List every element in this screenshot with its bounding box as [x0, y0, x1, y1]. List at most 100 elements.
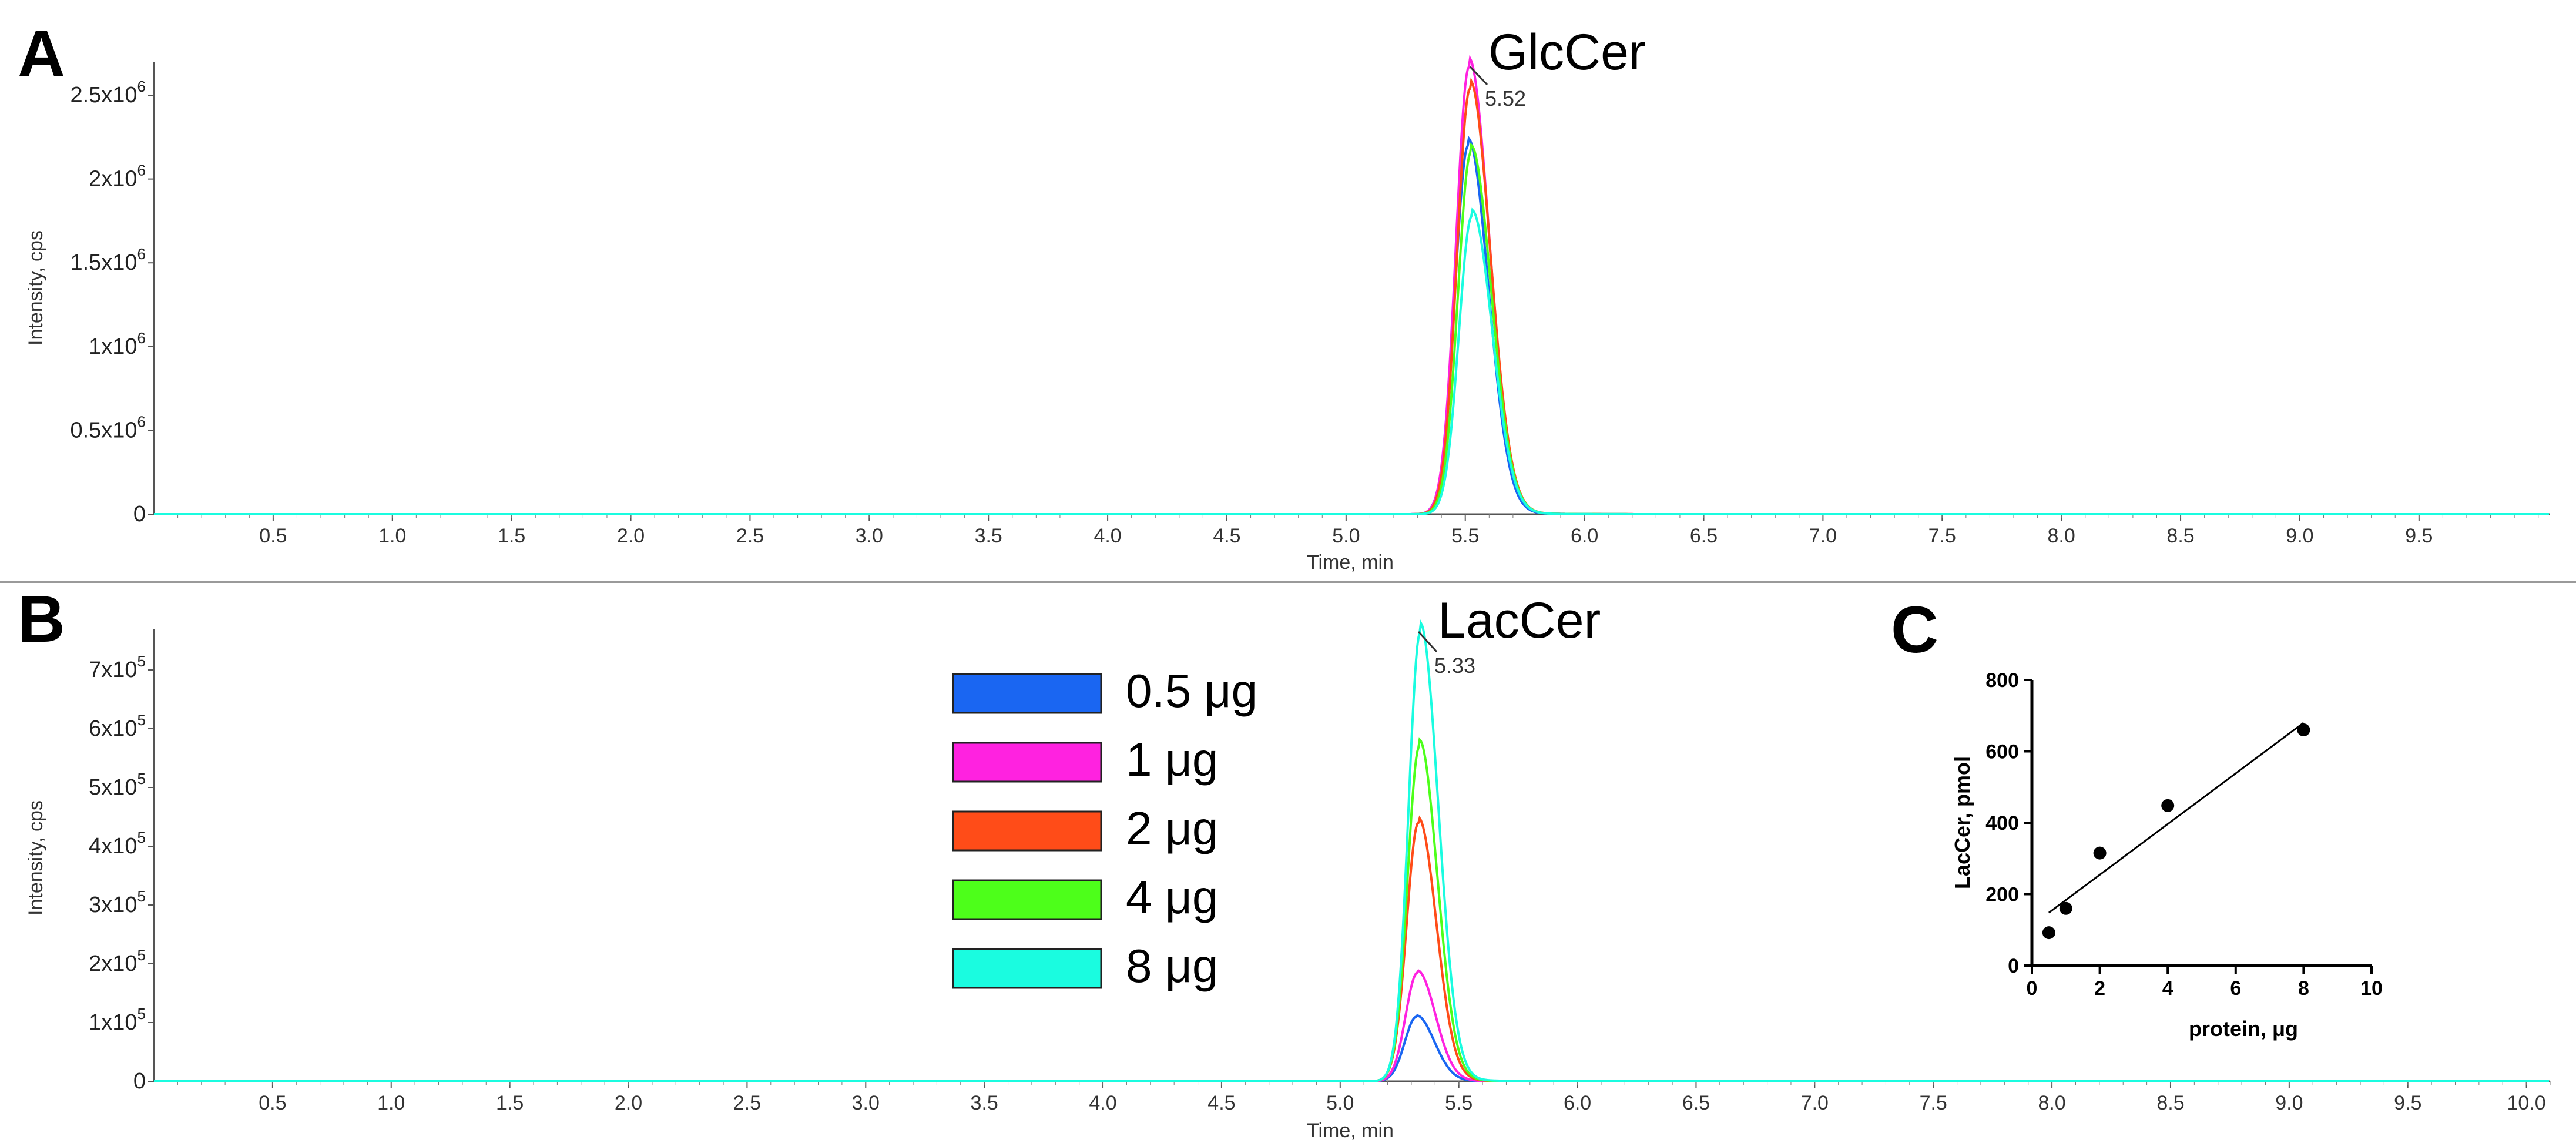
- x-tick-label: 5.5: [1445, 1092, 1473, 1114]
- x-tick-label: 7.5: [1920, 1092, 1947, 1114]
- series-line: [154, 619, 2549, 1082]
- series-line: [154, 207, 2549, 515]
- x-tick-label: 1.5: [498, 525, 525, 547]
- x-tick-label: 6.0: [1564, 1092, 1591, 1114]
- panel-c-x-ticks: 0 2 4 6 8 10: [2027, 966, 2383, 1000]
- legend-swatch: [952, 742, 1102, 783]
- x-tick-label: 2.5: [736, 525, 764, 547]
- x-tick-label: 7.0: [1801, 1092, 1829, 1114]
- x-tick-label: 2.0: [617, 525, 645, 547]
- panel-b-series: [154, 619, 2549, 1082]
- data-point: [2042, 926, 2055, 940]
- x-tick-label: 6.5: [1690, 525, 1718, 547]
- series-line: [154, 815, 2549, 1082]
- data-point: [2059, 901, 2072, 915]
- x-tick-label: 9.5: [2405, 525, 2433, 547]
- panel-b-peak-leader: [1417, 631, 1438, 653]
- y-tick-label: 1x105: [89, 1005, 146, 1035]
- panel-c-fit-line: [2048, 722, 2305, 914]
- panel-b-x-axis-label: Time, min: [1307, 1119, 1394, 1142]
- panel-a-x-axis-label: Time, min: [1307, 551, 1394, 574]
- panel-a-series: [154, 55, 2549, 515]
- panel-b-peak-name: LacCer: [1438, 592, 1601, 649]
- y-tick-label: 2x106: [89, 162, 146, 192]
- y-tick-label: 1x106: [89, 329, 146, 359]
- x-tick-label: 6.0: [1571, 525, 1598, 547]
- x-tick-label: 8.5: [2166, 525, 2194, 547]
- x-tick-label: 5.0: [1332, 525, 1360, 547]
- x-tick-label: 0: [2027, 977, 2038, 1000]
- panel-a-y-axis-label: Intensity, cps: [25, 230, 47, 346]
- x-tick-label: 9.5: [2394, 1092, 2421, 1114]
- x-tick-label: 4.5: [1208, 1092, 1235, 1114]
- series-line: [154, 135, 2549, 515]
- legend-swatch: [952, 879, 1102, 920]
- data-point: [2297, 723, 2310, 737]
- x-tick-label: 2.5: [733, 1092, 761, 1114]
- panel-a-peak-leader: [1469, 66, 1488, 86]
- data-point: [2161, 799, 2175, 812]
- x-tick-label: 6: [2230, 977, 2241, 1000]
- x-tick-label: 7.0: [1809, 525, 1837, 547]
- x-tick-label: 10.0: [2507, 1092, 2546, 1114]
- y-tick-label: 0.5x106: [70, 413, 146, 443]
- x-tick-label: 3.0: [856, 525, 883, 547]
- panel-a-peak-name: GlcCer: [1488, 24, 1646, 81]
- x-tick-label: 1.0: [377, 1092, 405, 1114]
- panel-b-y-axis-label: Intensity, cps: [25, 800, 47, 916]
- y-tick-label: 2.5x106: [70, 78, 146, 108]
- panel-a-chart: A 0.5 1.0 1.5 2.0 2.5 3.0 3.5 4.0 4.5 5.0 5.5 6.0 6.…: [18, 17, 2550, 574]
- data-point: [2093, 846, 2107, 860]
- x-tick-label: 6.5: [1682, 1092, 1710, 1114]
- x-tick-label: 3.5: [975, 525, 1002, 547]
- y-tick-label: 0: [133, 502, 146, 527]
- panel-c-x-axis-label: protein, μg: [2189, 1017, 2298, 1041]
- series-line: [154, 55, 2549, 515]
- x-tick-label: 4: [2162, 977, 2174, 1000]
- y-tick-label: 200: [1985, 884, 2019, 906]
- legend-label: 0.5 μg: [1126, 665, 1257, 717]
- x-tick-label: 2: [2094, 977, 2105, 1000]
- x-tick-label: 0.5: [259, 525, 287, 547]
- y-tick-label: 2x105: [89, 946, 146, 976]
- x-tick-label: 4.0: [1089, 1092, 1116, 1114]
- legend-label: 4 μg: [1126, 871, 1218, 923]
- legend-label: 2 μg: [1126, 802, 1218, 854]
- x-tick-label: 7.5: [1928, 525, 1956, 547]
- x-tick-label: 1.5: [496, 1092, 524, 1114]
- x-tick-label: 4.0: [1094, 525, 1121, 547]
- legend: 0.5 μg 1 μg 2 μg 4 μg 8 μg: [952, 665, 1257, 992]
- panel-b-x-ticks: 0.5 1.0 1.5 2.0 2.5 3.0 3.5 4.0 4.5 5.0 5.5 6.0 6.5 7…: [177, 1081, 2551, 1114]
- legend-swatch: [952, 810, 1102, 852]
- panel-b-label: B: [18, 582, 65, 656]
- legend-swatch: [952, 673, 1102, 714]
- y-tick-label: 6x105: [89, 711, 146, 741]
- y-tick-label: 400: [1985, 812, 2019, 834]
- x-tick-label: 3.0: [852, 1092, 880, 1114]
- y-tick-label: 0: [2008, 955, 2019, 977]
- legend-label: 1 μg: [1126, 733, 1218, 786]
- x-tick-label: 8.5: [2156, 1092, 2184, 1114]
- y-tick-label: 800: [1985, 669, 2019, 692]
- x-tick-label: 5.5: [1451, 525, 1479, 547]
- series-line: [154, 77, 2549, 515]
- panel-c-points: [2042, 723, 2310, 940]
- panel-b-peak-rt: 5.33: [1434, 653, 1475, 678]
- x-tick-label: 8: [2298, 977, 2309, 1000]
- x-tick-label: 5.0: [1326, 1092, 1354, 1114]
- panel-a-x-ticks: 0.5 1.0 1.5 2.0 2.5 3.0 3.5 4.0 4.5 5.0 5.5 6.0 6.5 7…: [177, 514, 2539, 547]
- y-tick-label: 0: [133, 1069, 146, 1094]
- panel-c-y-ticks: 0 200 400 600 800: [1985, 669, 2032, 977]
- panel-b-y-ticks: 0 1x105 2x105 3x105 4x105 5x105 6x105 7x105: [89, 652, 154, 1094]
- y-tick-label: 1.5x106: [70, 245, 146, 275]
- x-tick-label: 9.0: [2286, 525, 2313, 547]
- legend-label: 8 μg: [1126, 940, 1218, 992]
- x-tick-label: 9.0: [2275, 1092, 2303, 1114]
- y-tick-label: 5x105: [89, 770, 146, 800]
- panel-a-y-ticks: 0 0.5x106 1x106 1.5x106 2x106 2.5x106: [70, 78, 154, 527]
- panel-c-label: C: [1891, 593, 1938, 666]
- x-tick-label: 8.0: [2048, 525, 2075, 547]
- panel-c-y-axis-label: LacCer, pmol: [1950, 756, 1974, 889]
- legend-swatch: [952, 948, 1102, 989]
